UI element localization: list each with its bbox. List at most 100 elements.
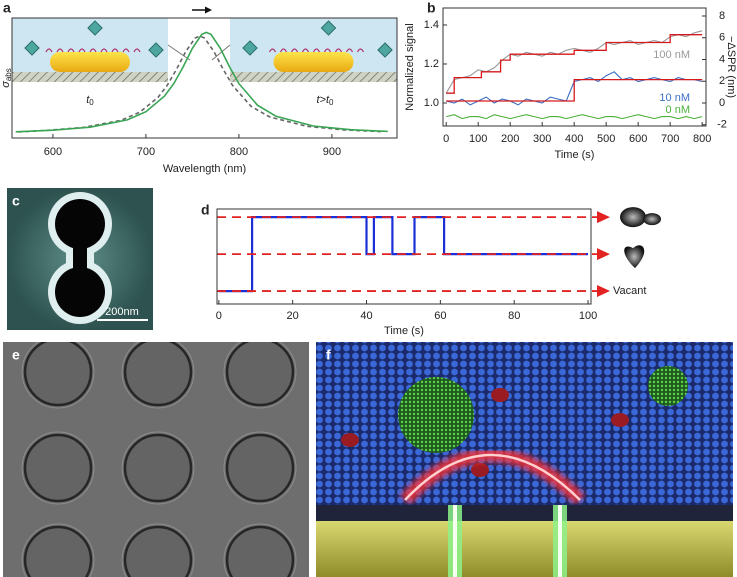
y-tick-label: 1.0 [424, 97, 439, 109]
y-axis-symbol: σ [0, 81, 12, 88]
ligand [334, 48, 343, 53]
bilayer-base [316, 505, 733, 521]
time-main: t>t [317, 94, 330, 106]
connector [211, 44, 231, 61]
well-rim [223, 523, 297, 577]
x-tick-label: 100 [469, 133, 487, 145]
panel-label: a [3, 0, 11, 16]
scale-bar-label: 200nm [105, 306, 139, 318]
x-tick-label: 600 [44, 146, 62, 158]
x-tick-label: 900 [323, 146, 341, 158]
x-tick-label: 800 [693, 133, 711, 145]
waveguide-core [453, 505, 457, 577]
step-fit [446, 34, 703, 94]
time-sub: 0 [329, 98, 334, 107]
ligand [133, 48, 141, 53]
time-main: t [86, 94, 90, 106]
panel-label: d [201, 202, 210, 218]
plasmon-arc [404, 453, 581, 501]
legend-label: 100 nM [653, 49, 690, 61]
x-tick-label: 800 [230, 146, 248, 158]
plot-frame [11, 17, 398, 139]
y2-tick-label: -2 [717, 119, 727, 131]
x-tick-label: 40 [360, 310, 372, 322]
gold-rod [50, 52, 130, 72]
time-label: t>t0 [317, 94, 335, 107]
sem-array [3, 342, 309, 577]
ligand [290, 48, 299, 53]
y2-tick-label: 0 [719, 97, 725, 109]
inset-substrate [230, 72, 397, 82]
ligand [301, 48, 310, 53]
ligand [345, 48, 354, 53]
x-tick-label: 0 [443, 133, 449, 145]
y-tick-label: 1.4 [424, 19, 439, 31]
well [23, 433, 93, 503]
vesicle [398, 377, 474, 453]
ligand [323, 48, 332, 53]
dimer-icon [643, 213, 661, 226]
well-rim [223, 431, 297, 505]
ligand [56, 48, 64, 53]
ligand [45, 48, 53, 53]
x-tick-label: 500 [597, 133, 615, 145]
well [123, 342, 193, 407]
molecule [24, 40, 40, 56]
ligand [111, 48, 119, 53]
x-tick-label: 200 [501, 133, 519, 145]
x-tick-label: 20 [287, 310, 299, 322]
x-tick-label: 0 [216, 310, 222, 322]
panel-label: f [326, 347, 331, 363]
ligand [67, 48, 75, 53]
x-tick-label: 80 [508, 310, 520, 322]
well-rim [121, 523, 195, 577]
x-tick-label: 600 [629, 133, 647, 145]
y2-tick-label: 8 [719, 10, 725, 22]
neck [73, 236, 87, 282]
panel-label: c [12, 193, 20, 209]
protein [491, 388, 509, 402]
x-tick-label: 700 [137, 146, 155, 158]
well-rim [223, 342, 297, 409]
substrate [316, 521, 733, 577]
y2-axis-label: −ΔSPR (nm) [725, 36, 737, 98]
well [23, 342, 93, 407]
protein [341, 433, 359, 447]
gold-rod [273, 52, 354, 72]
ligand [122, 48, 130, 53]
well [123, 433, 193, 503]
well-rim [21, 523, 95, 577]
plot-frame [216, 208, 592, 305]
level-annotation: Vacant [613, 285, 646, 297]
well [225, 342, 295, 407]
ligand [78, 48, 86, 53]
well [225, 525, 295, 577]
time-label: t0 [86, 94, 94, 107]
molecule [148, 42, 164, 58]
connector [167, 44, 191, 61]
molecule [320, 20, 337, 36]
monomer-icon [624, 245, 645, 269]
dimer-icon [620, 207, 646, 228]
shift-arrow-head [205, 6, 212, 14]
level-arrow [597, 211, 610, 224]
molecule [87, 20, 103, 36]
inset-substrate [12, 72, 168, 82]
legend-label: 0 nM [666, 104, 690, 116]
ligand [279, 48, 288, 53]
spectrum-line [15, 31, 388, 133]
protein [611, 413, 629, 427]
step-fit [446, 78, 703, 102]
x-tick-label: 300 [533, 133, 551, 145]
x-tick-label: 400 [565, 133, 583, 145]
ligand [268, 48, 277, 53]
y-axis-label: σabs [0, 68, 13, 88]
ligand [100, 48, 108, 53]
molecule [242, 40, 258, 56]
well-rim [121, 342, 195, 409]
particle [55, 267, 105, 317]
x-axis-label: Time (s) [384, 325, 424, 337]
y-tick-label: 1.2 [424, 58, 439, 70]
